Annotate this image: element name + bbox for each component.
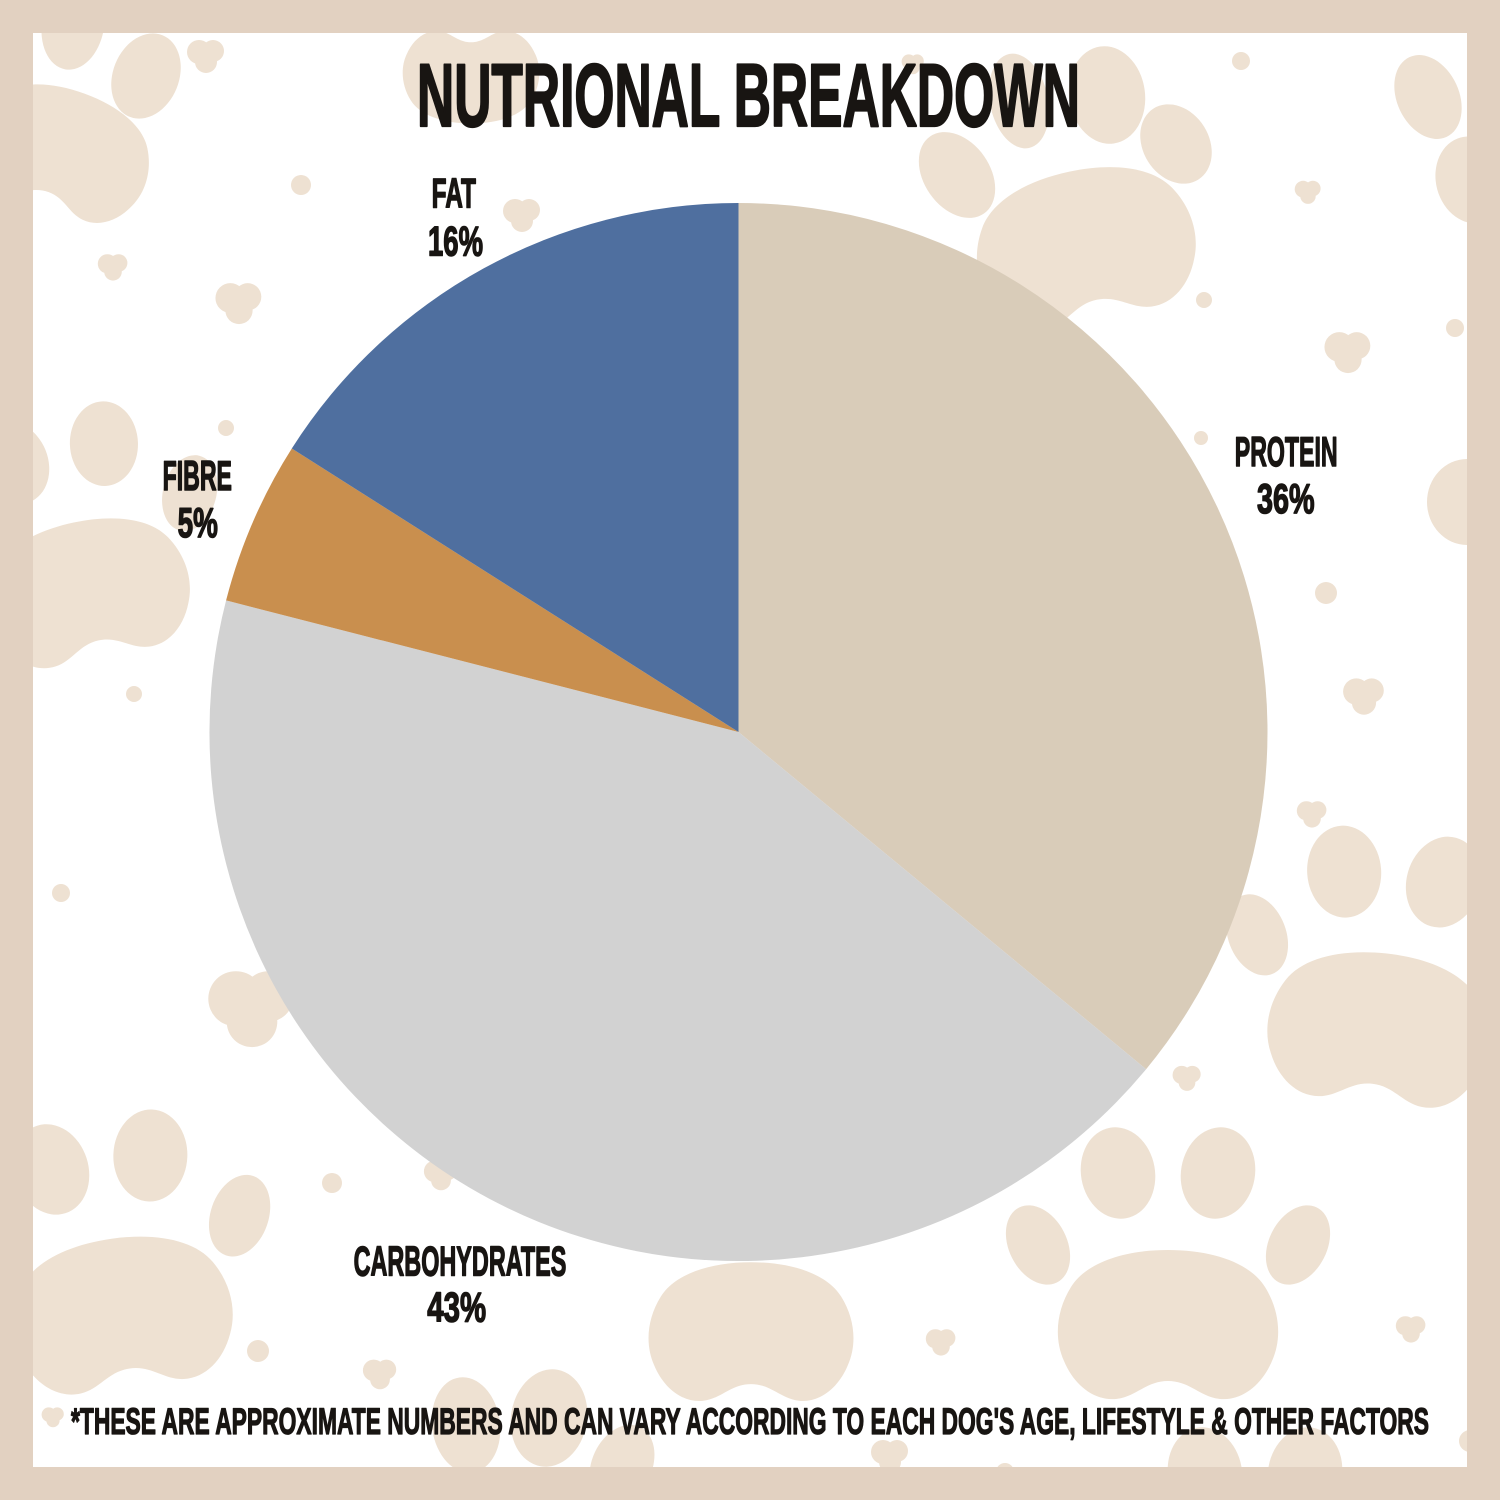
svg-text:CARBOHYDRATES: CARBOHYDRATES	[354, 1237, 567, 1284]
svg-text:FIBRE: FIBRE	[163, 452, 232, 499]
svg-text:PROTEIN: PROTEIN	[1235, 428, 1338, 475]
svg-text:NUTRIONAL BREAKDOWN: NUTRIONAL BREAKDOWN	[417, 45, 1080, 145]
svg-text:*THESE ARE APPROXIMATE NUMBERS: *THESE ARE APPROXIMATE NUMBERS AND CAN V…	[71, 1401, 1429, 1442]
svg-text:5%: 5%	[178, 499, 218, 546]
svg-text:43%: 43%	[427, 1284, 486, 1331]
svg-text:16%: 16%	[428, 217, 483, 264]
svg-text:FAT: FAT	[432, 170, 477, 217]
svg-text:36%: 36%	[1257, 475, 1315, 522]
